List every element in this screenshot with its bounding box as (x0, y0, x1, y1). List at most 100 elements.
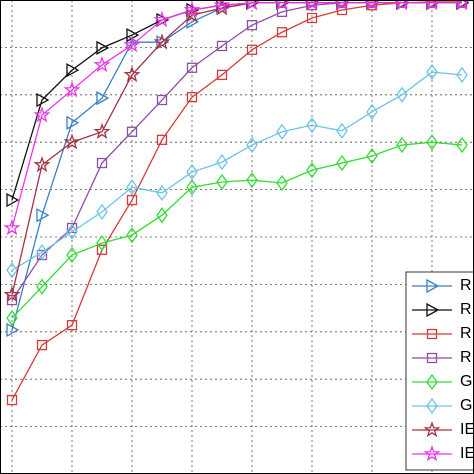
marker (153, 10, 171, 28)
series-line (11, 2, 462, 331)
marker (306, 12, 318, 24)
legend-marker (426, 397, 438, 415)
marker (336, 122, 348, 139)
legend-label: IE (460, 445, 474, 462)
marker (36, 208, 50, 223)
marker (96, 235, 108, 252)
marker (6, 262, 18, 279)
marker (186, 62, 198, 73)
marker (123, 65, 141, 83)
marker (216, 173, 228, 191)
marker (6, 322, 20, 337)
marker (66, 320, 78, 331)
marker (216, 40, 228, 52)
marker (276, 6, 288, 17)
marker (366, 147, 378, 165)
marker (456, 66, 468, 84)
marker (183, 0, 201, 18)
marker (396, 86, 408, 103)
marker (126, 179, 138, 196)
marker (93, 122, 111, 140)
marker (426, 134, 438, 151)
marker (156, 134, 168, 145)
marker (36, 244, 48, 261)
legend-label: R (460, 301, 472, 318)
series-line (11, 2, 462, 201)
marker (63, 81, 81, 98)
marker (276, 123, 288, 140)
marker (36, 92, 50, 108)
series-line (11, 71, 463, 271)
legend-label: Gc (460, 397, 474, 414)
marker (366, 103, 378, 120)
marker (156, 94, 168, 106)
marker (6, 192, 20, 208)
marker (396, 136, 408, 154)
marker (456, 136, 468, 154)
marker (96, 203, 108, 220)
legend-label: IE (460, 421, 474, 438)
marker (246, 172, 258, 189)
marker (276, 174, 288, 192)
marker (426, 63, 438, 81)
marker (156, 184, 168, 202)
legend-label: R (460, 277, 472, 294)
marker (213, 0, 231, 13)
legend-label: R (460, 325, 472, 342)
legend-marker (426, 352, 438, 364)
marker (63, 133, 81, 150)
marker (123, 36, 141, 53)
marker (3, 219, 21, 236)
marker (156, 207, 168, 224)
legend-marker (423, 445, 441, 462)
marker (96, 157, 108, 169)
marker (153, 33, 171, 50)
legend-label: Gc (460, 373, 474, 390)
marker (216, 69, 228, 81)
series-line (11, 141, 463, 319)
legend-label: R (460, 349, 472, 366)
marker (276, 27, 288, 38)
marker (246, 136, 258, 154)
series-line (11, 2, 462, 229)
legend-marker (423, 421, 441, 438)
series-line (11, 1, 462, 401)
legend-marker (426, 278, 440, 294)
series-line (11, 2, 462, 295)
marker (96, 40, 110, 55)
marker (6, 394, 18, 406)
marker (306, 162, 318, 179)
marker (93, 55, 111, 73)
marker (66, 63, 80, 78)
series-line (11, 2, 462, 301)
marker (246, 19, 258, 31)
legend: RRRRGcGcIEIE (405, 271, 474, 471)
marker (66, 246, 78, 264)
marker (33, 106, 51, 123)
legend-marker (426, 373, 438, 391)
marker (306, 117, 318, 134)
legend-box (405, 271, 474, 471)
marker (33, 155, 51, 173)
marker (186, 179, 198, 196)
marker (126, 126, 138, 137)
marker (246, 44, 258, 55)
marker (36, 339, 48, 351)
marker (3, 285, 21, 303)
marker (66, 115, 80, 130)
marker (126, 226, 138, 244)
marker (186, 163, 198, 181)
marker (96, 244, 108, 255)
marker (126, 194, 138, 206)
marker (96, 91, 110, 106)
marker (36, 278, 48, 295)
marker (183, 6, 201, 23)
legend-marker (426, 328, 438, 340)
marker (6, 309, 18, 327)
marker (336, 154, 348, 172)
marker (216, 153, 228, 171)
marker (186, 92, 198, 103)
legend-marker (426, 302, 440, 318)
marker (66, 223, 78, 240)
